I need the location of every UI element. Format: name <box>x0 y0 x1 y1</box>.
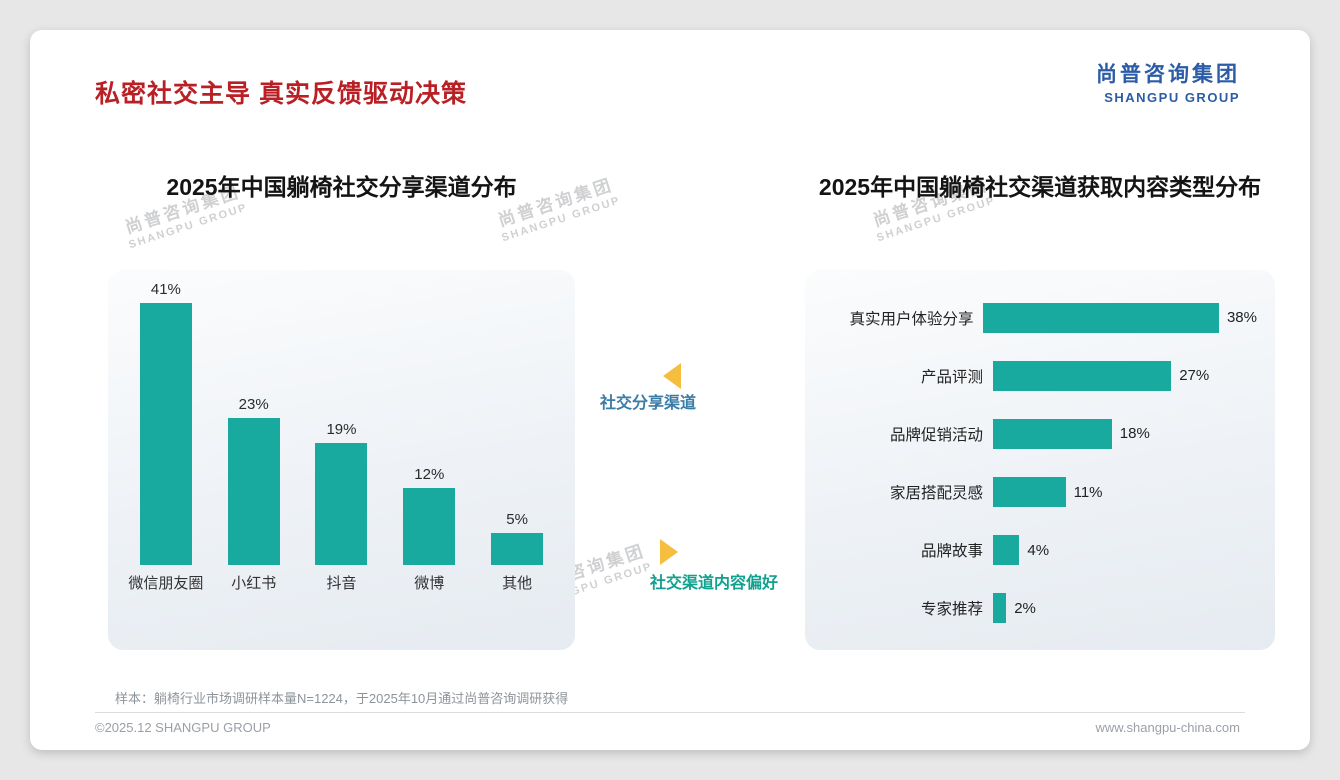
hbar-value-label: 27% <box>1179 367 1210 385</box>
bar-category-label: 抖音 <box>326 575 357 592</box>
bar <box>139 302 192 565</box>
bar-column: 12% <box>385 466 473 565</box>
hbar-value-label: 4% <box>1027 541 1050 559</box>
slide: 私密社交主导 真实反馈驱动决策 尚普咨询集团 SHANGPU GROUP 尚普咨… <box>30 30 1310 750</box>
hbar <box>993 418 1112 449</box>
logo-text-en: SHANGPU GROUP <box>1104 90 1240 105</box>
hbar-row: 产品评测 27% <box>827 360 1257 391</box>
hbar-row: 家居搭配灵感 11% <box>827 477 1257 508</box>
bar-category-label: 微信朋友圈 <box>128 575 204 592</box>
bar-value-label: 19% <box>326 421 357 439</box>
bar-column: 19% <box>298 421 386 565</box>
bar-column: 5% <box>473 511 561 565</box>
annotation-content-preference: 社交渠道内容偏好 <box>650 575 779 592</box>
hbar <box>993 593 1007 624</box>
bar-category-label: 小红书 <box>231 575 277 592</box>
hbar-row: 品牌故事 4% <box>827 535 1257 566</box>
page-title: 私密社交主导 真实反馈驱动决策 <box>95 80 467 108</box>
hbar-row: 专家推荐 2% <box>827 593 1257 624</box>
hbar <box>993 477 1066 508</box>
watermark-en: SHANGPU GROUP <box>127 201 250 252</box>
bar-category-label: 微博 <box>414 575 445 592</box>
hbar <box>983 302 1219 333</box>
bar-column: 23% <box>210 396 298 565</box>
hbar-value-label: 38% <box>1226 309 1257 326</box>
hbar-value-label: 18% <box>1119 425 1150 443</box>
annotation-share-channels: 社交分享渠道 <box>599 395 696 412</box>
bar-category-label: 其他 <box>502 575 533 592</box>
arrow-right-icon <box>660 539 678 565</box>
bar <box>315 443 368 565</box>
logo-text-cn: 尚普咨询集团 <box>1096 63 1240 86</box>
bar-column: 41% <box>122 281 210 565</box>
footer-divider <box>95 712 1245 713</box>
left-chart-bars: 41% 23% 19% 12% 5% <box>122 278 561 565</box>
bar-value-label: 41% <box>150 280 181 298</box>
company-logo: 尚普咨询集团 SHANGPU GROUP <box>1096 58 1240 105</box>
hbar-row: 真实用户体验分享 38% <box>827 302 1257 333</box>
left-chart-title: 2025年中国躺椅社交分享渠道分布 <box>166 174 517 200</box>
hbar-category-label: 品牌促销活动 <box>889 426 983 444</box>
hbar-category-label: 品牌故事 <box>920 543 983 561</box>
bar-value-label: 23% <box>238 395 269 413</box>
footer-copyright: ©2025.12 SHANGPU GROUP <box>95 720 271 735</box>
hbar-category-label: 真实用户体验分享 <box>849 310 974 328</box>
hbar-value-label: 11% <box>1073 483 1103 501</box>
bar <box>403 488 456 565</box>
hbar-value-label: 2% <box>1014 599 1036 617</box>
hbar-row: 品牌促销活动 18% <box>827 418 1257 449</box>
left-chart-category-labels: 微信朋友圈 小红书 抖音 微博 其他 <box>122 572 561 593</box>
hbar-category-label: 专家推荐 <box>920 601 983 619</box>
bar-value-label: 5% <box>506 511 528 528</box>
right-chart-title: 2025年中国躺椅社交渠道获取内容类型分布 <box>818 174 1262 200</box>
bar-value-label: 12% <box>414 466 445 484</box>
sample-note: 样本：躺椅行业市场调研样本量N=1224，于2025年10月通过尚普咨询调研获得 <box>115 691 569 706</box>
arrow-left-icon <box>663 363 681 389</box>
right-chart-rows: 真实用户体验分享 38% 产品评测 27% 品牌促销活动 18% 家居搭配灵感 11% 品牌故事… <box>827 302 1257 624</box>
hbar <box>993 360 1172 391</box>
hbar-category-label: 家居搭配灵感 <box>889 485 983 503</box>
bar <box>491 533 544 565</box>
bar <box>227 417 280 565</box>
right-chart-panel: 真实用户体验分享 38% 产品评测 27% 品牌促销活动 18% 家居搭配灵感 11% 品牌故事… <box>805 270 1275 650</box>
hbar <box>993 535 1020 566</box>
footer-website: www.shangpu-china.com <box>1095 720 1240 735</box>
hbar-category-label: 产品评测 <box>920 368 983 386</box>
left-chart-panel: 41% 23% 19% 12% 5% 微信朋友圈 小红书 抖音 微博 其他 <box>108 270 575 650</box>
